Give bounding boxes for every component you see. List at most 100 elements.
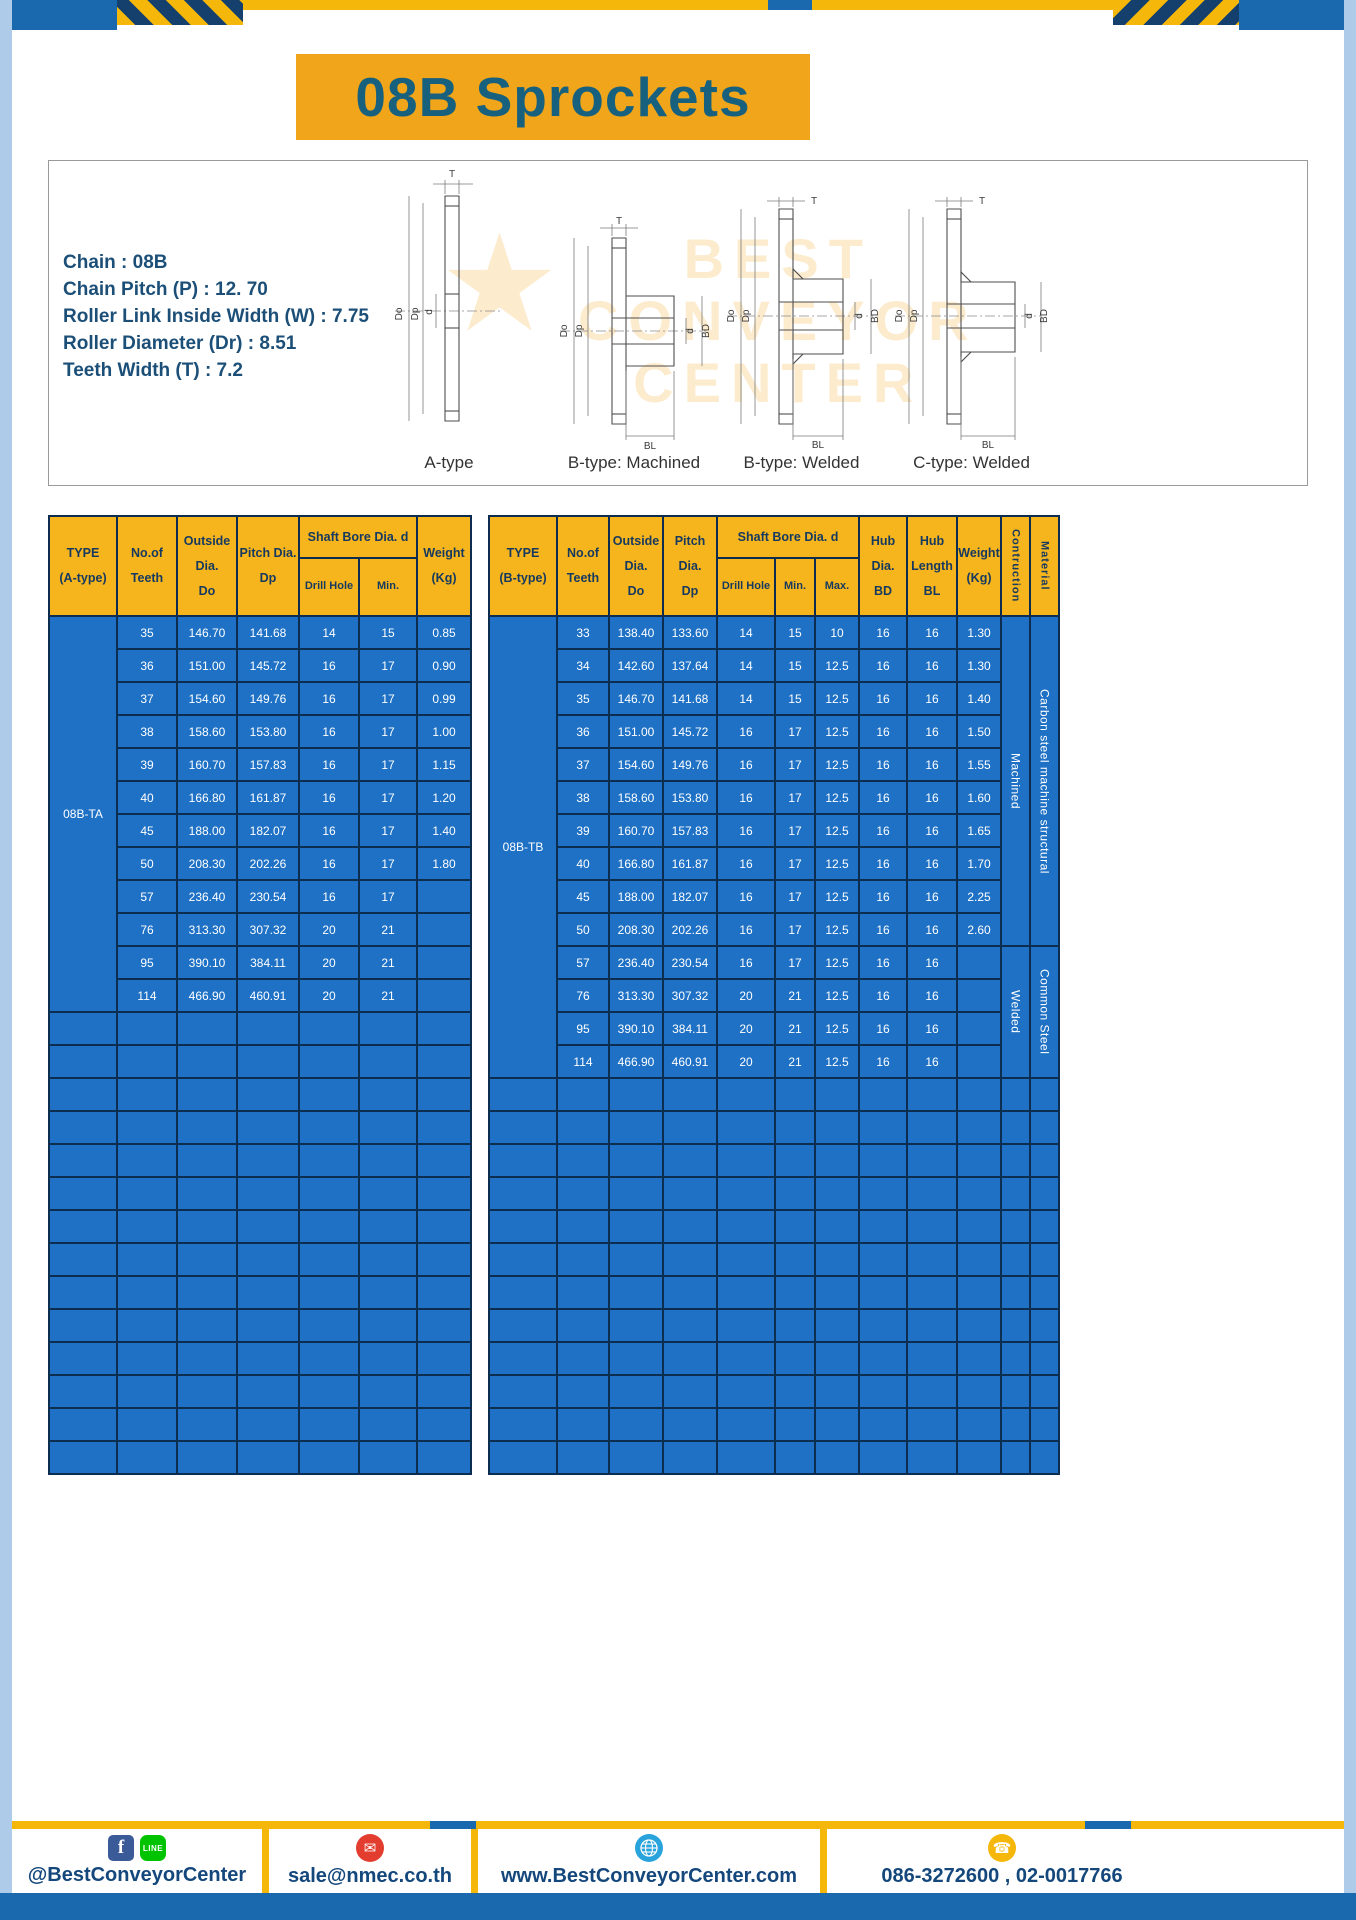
table-cell: 133.60 (662, 615, 718, 650)
empty-cell (488, 1374, 558, 1409)
empty-cell (906, 1077, 959, 1112)
table-cell: 39 (556, 813, 610, 848)
column-header: Shaft Bore Dia. d (715, 515, 861, 559)
empty-cell (236, 1242, 300, 1277)
empty-cell (298, 1110, 360, 1145)
column-header: Drill Hole (716, 557, 776, 617)
table-cell: 17 (774, 879, 816, 914)
table-cell: 37 (556, 747, 610, 782)
empty-cell (608, 1077, 664, 1112)
empty-cell (488, 1176, 558, 1211)
table-cell: 16 (298, 780, 360, 815)
table-cell: 21 (358, 945, 418, 980)
table-cell: 16 (906, 615, 959, 650)
empty-cell (716, 1143, 776, 1178)
table-cell: 145.72 (236, 648, 300, 683)
empty-cell (1000, 1143, 1032, 1178)
table-cell: 313.30 (176, 912, 238, 947)
table-cell: 153.80 (236, 714, 300, 749)
empty-cell (298, 1308, 360, 1343)
phone-glyph: ☎ (992, 1840, 1012, 1857)
table-cell: 466.90 (608, 1044, 664, 1079)
table-cell: 16 (298, 681, 360, 716)
empty-cell (116, 1176, 178, 1211)
empty-cell (416, 1308, 472, 1343)
empty-cell (716, 1407, 776, 1442)
empty-cell (48, 1275, 118, 1310)
empty-cell (608, 1110, 664, 1145)
empty-cell (298, 1440, 360, 1475)
svg-text:Dp: Dp (909, 309, 920, 322)
empty-cell (774, 1275, 816, 1310)
table-cell: 16 (298, 648, 360, 683)
table-cell: 12.5 (813, 648, 861, 683)
table-cell: 20 (298, 912, 360, 947)
top-right-blue-block (1239, 0, 1344, 30)
table-cell: 1.55 (956, 747, 1003, 782)
footer-website-section: www.BestConveyorCenter.com (478, 1829, 820, 1893)
table-cell: 20 (716, 1011, 776, 1046)
empty-cell (774, 1374, 816, 1409)
table-cell: 1.40 (416, 813, 472, 848)
table-cell: 182.07 (662, 879, 718, 914)
table-cell: 460.91 (662, 1044, 718, 1079)
empty-cell (298, 1275, 360, 1310)
table-cell (416, 978, 472, 1013)
empty-cell (1029, 1440, 1061, 1475)
table-cell: 1.70 (956, 846, 1003, 881)
empty-cell (298, 1374, 360, 1409)
empty-cell (358, 1044, 418, 1079)
empty-cell (488, 1242, 558, 1277)
table-cell: 149.76 (236, 681, 300, 716)
table-cell: 16 (906, 879, 959, 914)
empty-cell (236, 1275, 300, 1310)
table-cell: 76 (116, 912, 178, 947)
empty-cell (813, 1209, 861, 1244)
table-cell (416, 945, 472, 980)
empty-cell (813, 1374, 861, 1409)
empty-cell (298, 1011, 360, 1046)
table-cell: 10 (813, 615, 861, 650)
empty-cell (556, 1341, 610, 1376)
empty-cell (1000, 1209, 1032, 1244)
table-cell: 236.40 (608, 945, 664, 980)
column-header: Hub Length BL (906, 515, 959, 617)
column-header: Max. (813, 557, 861, 617)
footer-website: www.BestConveyorCenter.com (500, 1865, 797, 1887)
drawing-caption: A-type (424, 453, 474, 472)
empty-cell (774, 1143, 816, 1178)
empty-cell (556, 1143, 610, 1178)
top-left-hazard-stripes (117, 0, 243, 25)
empty-cell (116, 1275, 178, 1310)
empty-cell (956, 1242, 1003, 1277)
empty-cell (813, 1077, 861, 1112)
empty-cell (48, 1077, 118, 1112)
type-label: 08B-TA (48, 615, 118, 1013)
table-cell: 57 (116, 879, 178, 914)
b-type-welded-drawing: T Do Dp d BD BL (726, 196, 881, 449)
svg-text:BD: BD (870, 309, 881, 323)
empty-cell (813, 1242, 861, 1277)
table-cell: 16 (906, 912, 959, 947)
table-cell: 0.90 (416, 648, 472, 683)
empty-cell (358, 1440, 418, 1475)
empty-cell (298, 1143, 360, 1178)
table-cell: 12.5 (813, 912, 861, 947)
empty-cell (488, 1077, 558, 1112)
table-cell: 17 (358, 846, 418, 881)
empty-cell (1029, 1209, 1061, 1244)
table-cell: 50 (556, 912, 610, 947)
table-cell: 17 (358, 813, 418, 848)
table-cell: 16 (906, 648, 959, 683)
column-header: No.of Teeth (556, 515, 610, 617)
empty-cell (358, 1341, 418, 1376)
table-cell: 182.07 (236, 813, 300, 848)
empty-cell (858, 1143, 909, 1178)
empty-cell (956, 1374, 1003, 1409)
table-cell: 17 (774, 912, 816, 947)
table-cell: 16 (716, 813, 776, 848)
empty-cell (298, 1407, 360, 1442)
empty-cell (176, 1242, 238, 1277)
svg-text:Dp: Dp (741, 309, 752, 322)
table-cell: 16 (906, 714, 959, 749)
